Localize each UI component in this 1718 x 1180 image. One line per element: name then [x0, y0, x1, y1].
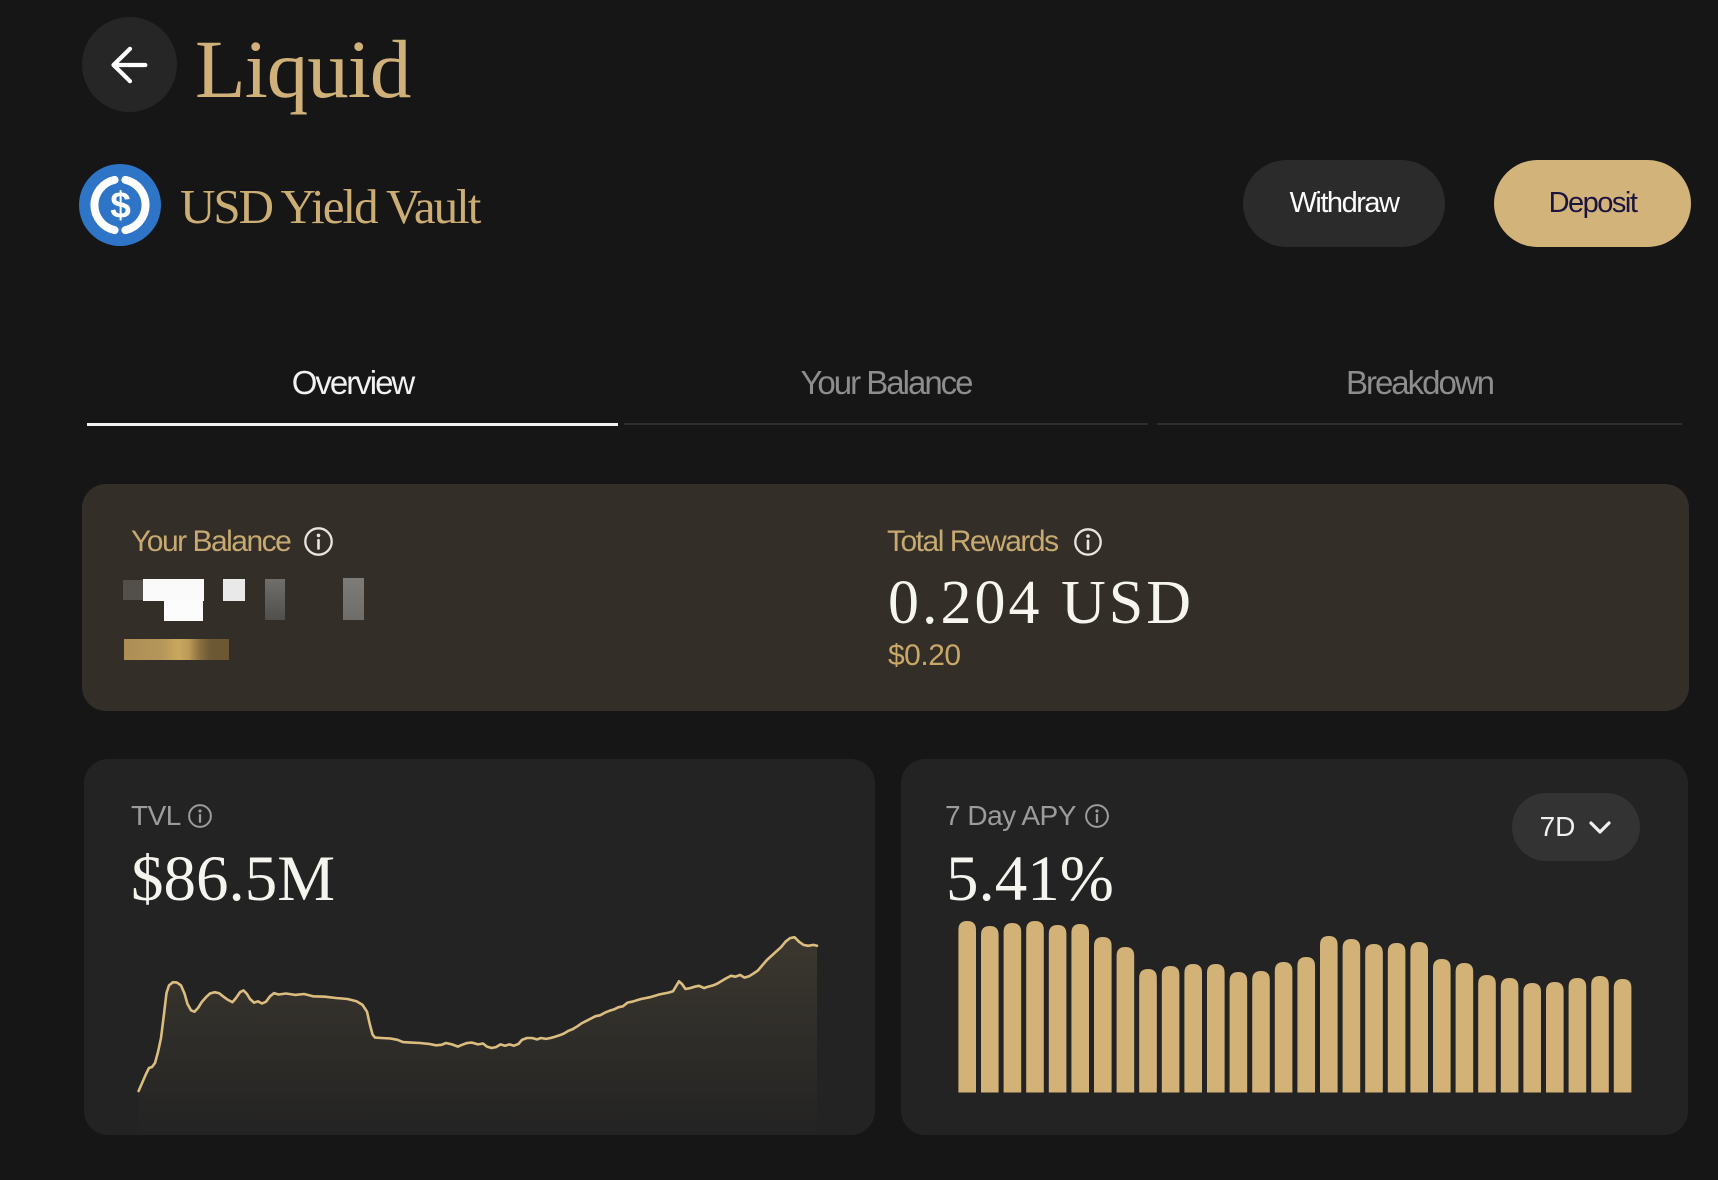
svg-text:$: $ [110, 185, 131, 226]
